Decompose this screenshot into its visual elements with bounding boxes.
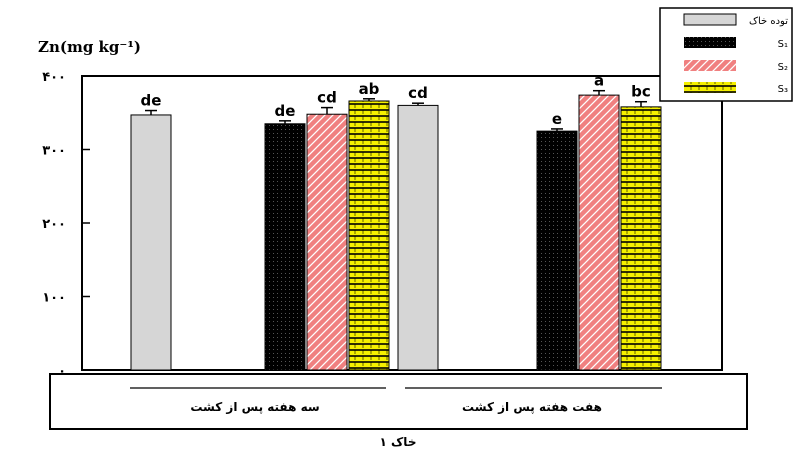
- x-category-box: [49, 373, 748, 430]
- legend-label-s3: S₃: [778, 84, 788, 95]
- group-label-3-weeks: سه هفته پس از کشت: [190, 400, 319, 414]
- legend-swatch-control: [683, 13, 737, 26]
- significance-letter: cd: [317, 89, 337, 107]
- significance-letter: ab: [359, 80, 380, 98]
- bar-s1: [536, 130, 578, 371]
- bar-s2: [306, 113, 348, 371]
- legend-label-s2: S₂: [778, 62, 788, 73]
- bar-control: [130, 114, 172, 371]
- legend: توده خاک S₁ S₂ S₃: [659, 7, 793, 102]
- significance-letter: bc: [631, 83, 651, 101]
- bar-s2: [578, 94, 620, 371]
- y-tick-label: ۰: [58, 364, 66, 379]
- x-axis-title: خاک ۱: [380, 435, 417, 449]
- y-axis-title: Zn(mg kg⁻¹): [38, 38, 141, 56]
- bar-s3: [620, 106, 662, 371]
- group-label-7-weeks: هفت هفته پس از کشت: [462, 400, 602, 414]
- legend-swatch-s3: [684, 82, 736, 93]
- legend-label-control: توده خاک: [749, 16, 788, 27]
- legend-label-s1: S₁: [778, 39, 788, 50]
- y-axis: ۰ ۱۰۰ ۲۰۰ ۳۰۰ ۴۰۰: [42, 70, 90, 379]
- significance-letter: e: [552, 110, 562, 128]
- bars-layer: de de cd ab cd e a bc: [130, 72, 662, 371]
- significance-letter: de: [141, 92, 162, 110]
- significance-letter: a: [594, 72, 604, 90]
- significance-letter: de: [275, 102, 296, 120]
- legend-swatch-s1: [684, 37, 736, 48]
- bar-s3: [348, 100, 390, 371]
- y-tick-label: ۴۰۰: [42, 70, 66, 85]
- y-tick-label: ۲۰۰: [42, 217, 66, 232]
- bar-s1: [264, 123, 306, 371]
- y-tick-label: ۳۰۰: [42, 144, 66, 159]
- y-tick-label: ۱۰۰: [42, 291, 66, 306]
- legend-swatch-s2: [684, 60, 736, 71]
- significance-letter: cd: [408, 84, 428, 102]
- bar-control: [397, 104, 439, 371]
